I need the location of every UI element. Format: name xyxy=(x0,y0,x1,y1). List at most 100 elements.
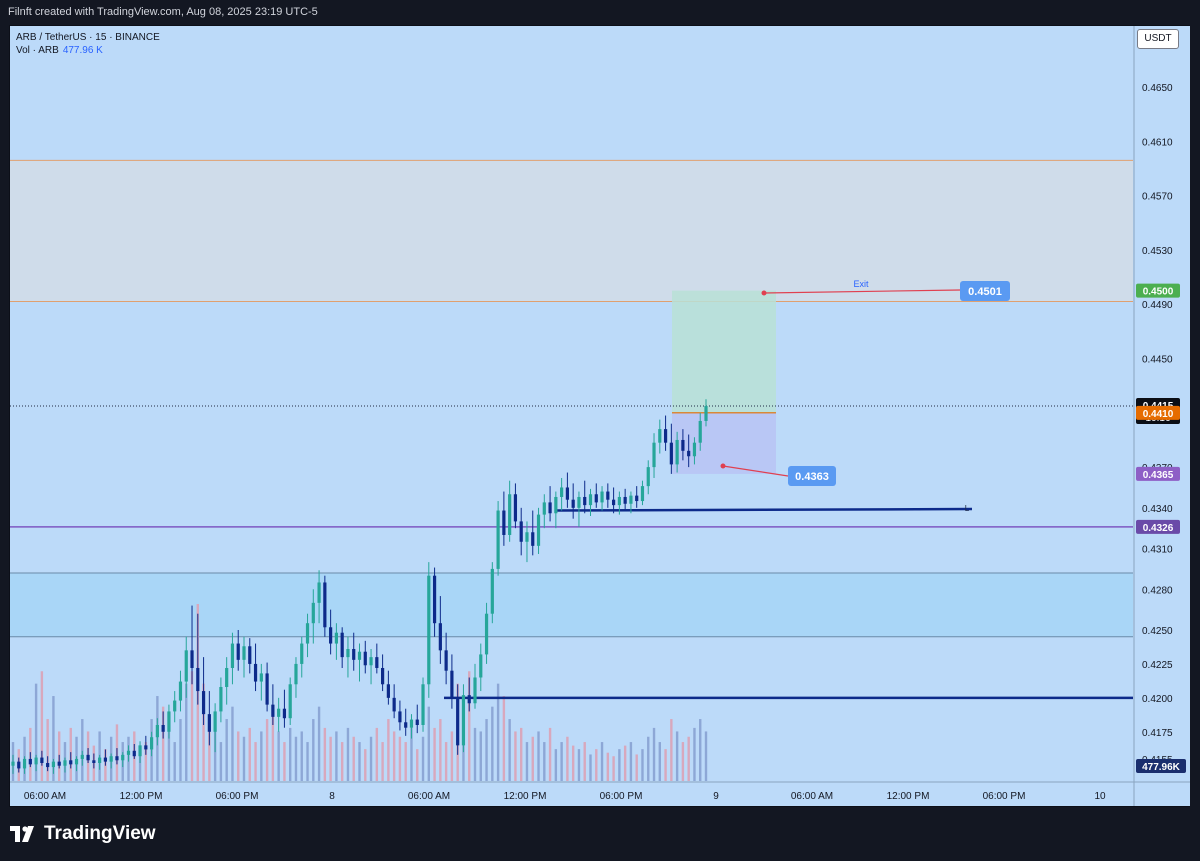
volume-bar xyxy=(52,696,55,781)
candle xyxy=(69,760,73,765)
candle xyxy=(248,646,252,664)
volume-bar xyxy=(254,742,257,781)
candle xyxy=(11,761,15,766)
candle xyxy=(150,737,154,750)
x-tick-label: 06:00 AM xyxy=(791,791,833,802)
candle xyxy=(427,575,431,685)
y-tick-label: 0.4570 xyxy=(1142,192,1173,203)
position-target-zone[interactable] xyxy=(672,290,776,413)
volume-bar xyxy=(652,727,656,781)
volume-bar xyxy=(340,742,344,781)
candle xyxy=(421,684,425,725)
volume-bar xyxy=(427,706,430,781)
candle xyxy=(144,745,148,750)
currency-button[interactable]: USDT xyxy=(1137,29,1179,49)
purple-line-price-label: 0.4326 xyxy=(1143,523,1174,534)
candle xyxy=(219,686,223,712)
volume-bar xyxy=(699,719,702,781)
candle xyxy=(663,429,668,443)
candle xyxy=(508,494,512,535)
stop-callout-box[interactable] xyxy=(788,466,836,486)
candle xyxy=(57,761,61,766)
candle xyxy=(542,502,546,515)
volume-bar xyxy=(554,749,558,781)
volume-bar xyxy=(283,742,286,781)
tradingview-brand[interactable]: TradingView xyxy=(10,823,156,845)
symbol-title[interactable]: ARB / TetherUS · 15 · BINANCE xyxy=(16,32,160,43)
candle xyxy=(640,486,645,502)
candle xyxy=(311,602,315,624)
candle xyxy=(467,695,471,704)
y-tick-label: 0.4310 xyxy=(1142,545,1173,556)
candle xyxy=(225,667,229,687)
entry-price-label: 0.4410 xyxy=(1143,409,1174,420)
volume-bar xyxy=(606,752,610,781)
volume-legend: Vol · ARB 477.96 K xyxy=(16,44,160,57)
volume-bar xyxy=(421,736,425,781)
volume-bar xyxy=(381,742,384,781)
candle xyxy=(565,487,569,500)
volume-value: 477.96 K xyxy=(62,45,103,56)
volume-bar xyxy=(387,719,390,781)
horizontal-line-4338[interactable] xyxy=(555,507,973,512)
candle xyxy=(392,697,396,712)
volume-bar xyxy=(265,719,269,781)
x-tick-label: 8 xyxy=(329,791,335,802)
x-tick-label: 06:00 PM xyxy=(983,791,1026,802)
y-tick-label: 0.4650 xyxy=(1142,83,1173,94)
volume-bar xyxy=(514,731,517,781)
y-tick-label: 0.4280 xyxy=(1142,585,1173,596)
supply-zone[interactable] xyxy=(10,160,1133,302)
volume-bar xyxy=(664,749,667,781)
exit-price-label: 0.4500 xyxy=(1143,287,1174,298)
candle xyxy=(490,568,494,614)
candle xyxy=(681,439,685,451)
candle xyxy=(86,754,90,761)
volume-bar xyxy=(600,742,604,781)
volume-bar xyxy=(294,736,298,781)
volume-bar xyxy=(520,727,523,781)
volume-bar xyxy=(589,754,592,781)
candle xyxy=(288,684,292,719)
volume-bar xyxy=(392,731,396,781)
volume-bar xyxy=(433,727,436,781)
line-label: L xyxy=(965,504,970,513)
volume-bar xyxy=(335,731,338,781)
volume-bar xyxy=(358,742,361,781)
candle xyxy=(40,757,44,763)
volume-bar xyxy=(508,719,511,781)
demand-zone[interactable] xyxy=(10,572,1133,637)
candle xyxy=(698,420,702,443)
candle xyxy=(357,651,362,660)
candle xyxy=(115,756,119,761)
volume-bar xyxy=(618,749,621,781)
volume-bar xyxy=(583,742,586,781)
volume-bar xyxy=(439,719,442,781)
stop-price-label: 0.4365 xyxy=(1143,470,1174,481)
candle xyxy=(213,711,217,732)
symbol-legend: ARB / TetherUS · 15 · BINANCE Vol · ARB 4… xyxy=(16,31,160,57)
exit-label: Exit xyxy=(853,279,869,289)
candle xyxy=(600,491,604,503)
volume-bar xyxy=(202,683,205,781)
volume-bar xyxy=(543,742,546,781)
x-tick-label: 12:00 PM xyxy=(887,791,930,802)
candle xyxy=(346,648,350,658)
candle xyxy=(479,654,483,678)
candle xyxy=(46,762,50,768)
candle xyxy=(571,499,575,508)
volume-bar xyxy=(352,736,355,781)
candle xyxy=(329,627,333,644)
candle xyxy=(28,758,32,765)
candle xyxy=(196,667,200,692)
volume-bar xyxy=(231,706,234,781)
volume-bar xyxy=(173,742,176,781)
volume-bar xyxy=(595,749,598,781)
volume-bar xyxy=(410,727,413,781)
candle xyxy=(531,532,535,546)
candle xyxy=(577,496,581,508)
candle xyxy=(352,648,356,660)
exit-callout-box[interactable] xyxy=(960,281,1010,301)
y-tick-label: 0.4490 xyxy=(1142,300,1173,311)
